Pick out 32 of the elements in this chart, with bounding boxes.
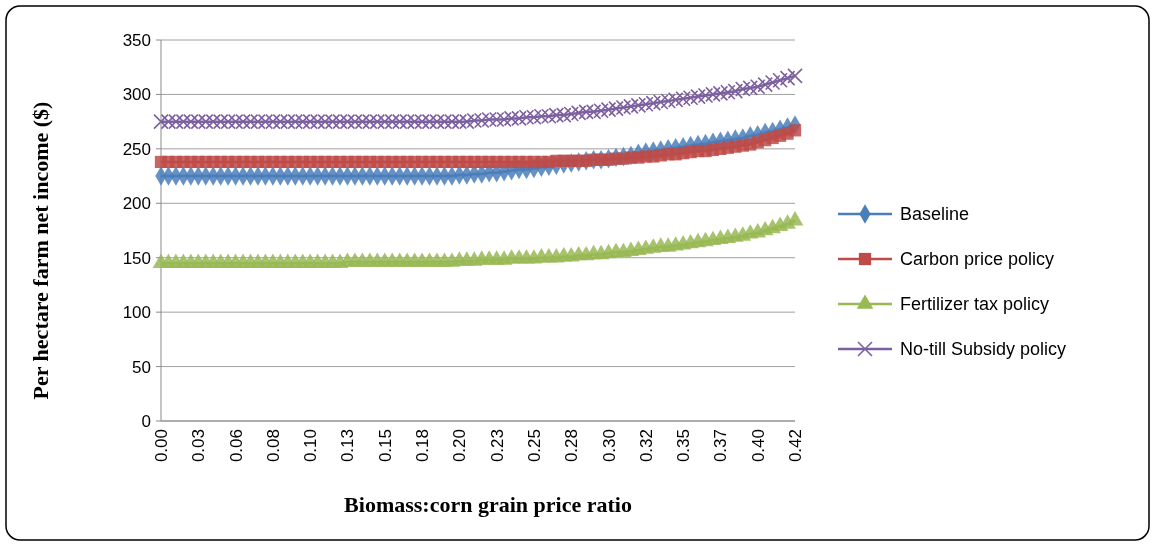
y-tick-label: 200 xyxy=(122,194,151,214)
x-tick-label: 0.40 xyxy=(748,429,768,463)
x-tick-label: 0.13 xyxy=(338,429,358,463)
y-tick-label: 0 xyxy=(141,411,151,431)
x-tick-label: 0.03 xyxy=(189,429,209,463)
x-tick-label: 0.10 xyxy=(301,429,321,463)
x-tick-label: 0.35 xyxy=(674,429,694,463)
x-tick-label: 0.06 xyxy=(226,429,246,463)
y-tick-label: 150 xyxy=(122,248,151,268)
x-tick-label: 0.23 xyxy=(487,429,507,463)
x-tick-label: 0.32 xyxy=(636,429,656,463)
y-tick-label: 50 xyxy=(132,357,151,377)
y-tick-label: 250 xyxy=(122,139,151,159)
legend-label: Baseline xyxy=(900,204,970,225)
legend-label: No-till Subsidy policy xyxy=(900,339,1067,360)
legend-label: Fertilizer tax policy xyxy=(900,294,1050,315)
x-tick-label: 0.20 xyxy=(450,429,470,463)
y-tick-label: 300 xyxy=(122,85,151,105)
x-tick-label: 0.18 xyxy=(413,429,433,463)
y-axis-title: Per hectare farm net income ($) xyxy=(28,101,53,400)
x-tick-label: 0.30 xyxy=(599,429,619,463)
x-axis-title: Biomass:corn grain price ratio xyxy=(344,492,632,517)
y-tick-label: 350 xyxy=(122,30,151,50)
x-tick-label: 0.15 xyxy=(375,429,395,463)
x-tick-label: 0.28 xyxy=(562,429,582,463)
x-tick-label: 0.00 xyxy=(152,429,171,463)
x-tick-label: 0.25 xyxy=(524,429,544,463)
x-tick-label: 0.42 xyxy=(786,429,805,463)
x-tick-label: 0.37 xyxy=(711,429,731,463)
x-tick-label: 0.08 xyxy=(263,429,283,463)
legend-label: Carbon price policy xyxy=(900,249,1055,270)
y-tick-label: 100 xyxy=(122,303,151,323)
